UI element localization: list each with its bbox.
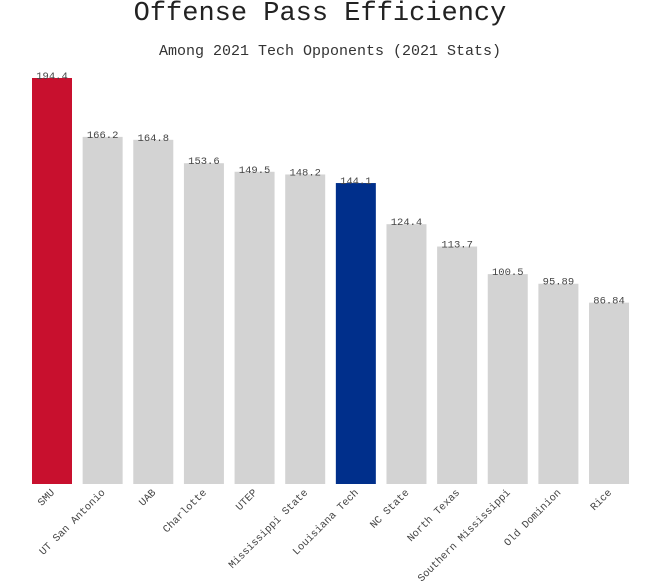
- value-label: 153.6: [188, 156, 220, 168]
- value-label: 166.2: [87, 130, 119, 142]
- x-tick-label: UAB: [137, 487, 159, 509]
- value-label: 113.7: [441, 240, 473, 252]
- value-label: 148.2: [289, 167, 321, 179]
- value-label: 149.5: [239, 165, 271, 177]
- bar: [589, 302, 630, 484]
- x-tick-label: NC State: [368, 487, 412, 531]
- bar: [437, 246, 478, 484]
- x-tick-label: Charlotte: [161, 487, 210, 536]
- value-label: 164.8: [138, 133, 170, 145]
- x-tick-label: SMU: [36, 487, 58, 509]
- bar: [183, 163, 224, 484]
- chart-title: Offense Pass Efficiency: [134, 0, 507, 29]
- bar: [133, 139, 174, 484]
- value-labels-group: 194.4 166.2 164.8 153.6 149.5 148.2 144.1 124.4…: [36, 71, 625, 308]
- bar: [487, 274, 528, 484]
- bar: [386, 224, 427, 484]
- x-tick-label: UTEP: [234, 487, 260, 513]
- value-label: 144.1: [340, 176, 372, 188]
- value-label: 100.5: [492, 267, 524, 279]
- value-label: 194.4: [36, 71, 68, 83]
- value-label: 95.89: [543, 277, 575, 289]
- bar: [285, 174, 326, 485]
- bar: [82, 136, 123, 484]
- bar: [538, 283, 579, 484]
- x-tick-label: Southern Mississippi: [416, 487, 514, 581]
- value-label: 124.4: [391, 217, 423, 229]
- bar: [234, 171, 275, 484]
- chart-subtitle: Among 2021 Tech Opponents (2021 Stats): [159, 43, 501, 60]
- bars-group: [32, 78, 630, 485]
- value-label: 86.84: [593, 296, 625, 308]
- bar: [335, 183, 376, 485]
- x-tick-label: North Texas: [405, 487, 462, 544]
- x-tick-label: Rice: [589, 487, 615, 513]
- bar: [32, 78, 72, 484]
